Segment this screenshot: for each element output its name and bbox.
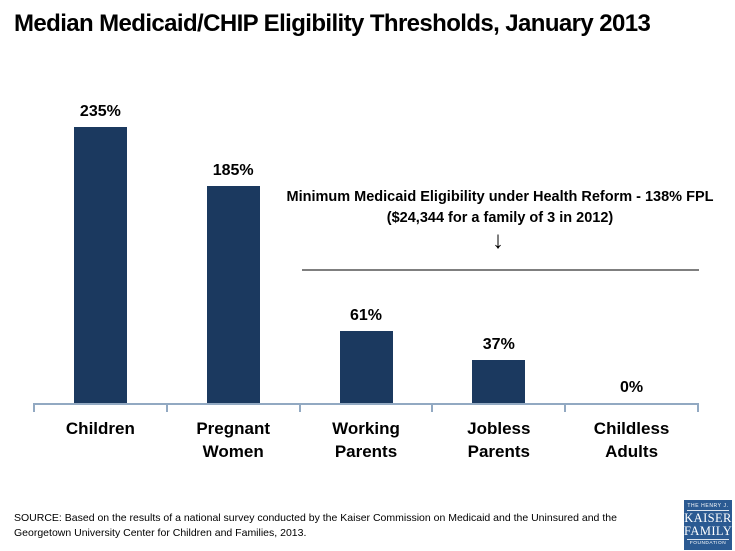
reference-annotation-line2: ($24,344 for a family of 3 in 2012) <box>386 210 614 226</box>
category-label: Pregnant Women <box>196 419 271 461</box>
logo-text-kaiser: KAISER <box>684 511 732 525</box>
kaiser-family-foundation-logo: THE HENRY J. KAISER FAMILY FOUNDATION <box>684 500 732 550</box>
category-label: Childless Adults <box>593 419 670 461</box>
source-note: SOURCE: Based on the results of a nation… <box>14 511 669 540</box>
down-arrow-icon: ↓ <box>492 227 504 254</box>
reference-line-138pct <box>302 269 699 271</box>
bar-children <box>73 127 127 403</box>
bar-working-parents <box>339 331 393 403</box>
x-axis-tick <box>33 403 35 412</box>
bar-pregnant-women <box>206 186 260 403</box>
logo-text-foundation: FOUNDATION <box>687 539 729 546</box>
reference-annotation-line1: Minimum Medicaid Eligibility under Healt… <box>286 189 714 205</box>
bar-value-label: 185% <box>212 162 254 179</box>
bar-value-label: 37% <box>482 336 515 353</box>
x-axis-line <box>34 403 698 405</box>
source-note-line2: Georgetown University Center for Childre… <box>14 526 307 539</box>
bar-jobless-parents <box>472 360 526 403</box>
logo-text-top: THE HENRY J. <box>687 503 729 511</box>
bar-value-label: 0% <box>620 379 644 396</box>
category-label: Working Parents <box>332 419 400 461</box>
x-axis-tick <box>564 403 567 412</box>
x-axis-tick <box>697 403 699 412</box>
logo-text-family: FAMILY <box>684 524 733 538</box>
x-axis-tick <box>165 403 168 412</box>
bar-value-label: 235% <box>79 103 121 120</box>
chart-title: Median Medicaid/CHIP Eligibility Thresho… <box>14 10 651 37</box>
x-axis-tick <box>431 403 434 412</box>
category-label: Children <box>65 419 135 438</box>
category-label: Jobless Parents <box>467 419 531 461</box>
source-note-line1: SOURCE: Based on the results of a nation… <box>14 512 617 524</box>
bar-value-label: 61% <box>349 307 383 324</box>
x-axis-tick <box>298 403 301 412</box>
reference-annotation: Minimum Medicaid Eligibility under Healt… <box>285 187 715 229</box>
